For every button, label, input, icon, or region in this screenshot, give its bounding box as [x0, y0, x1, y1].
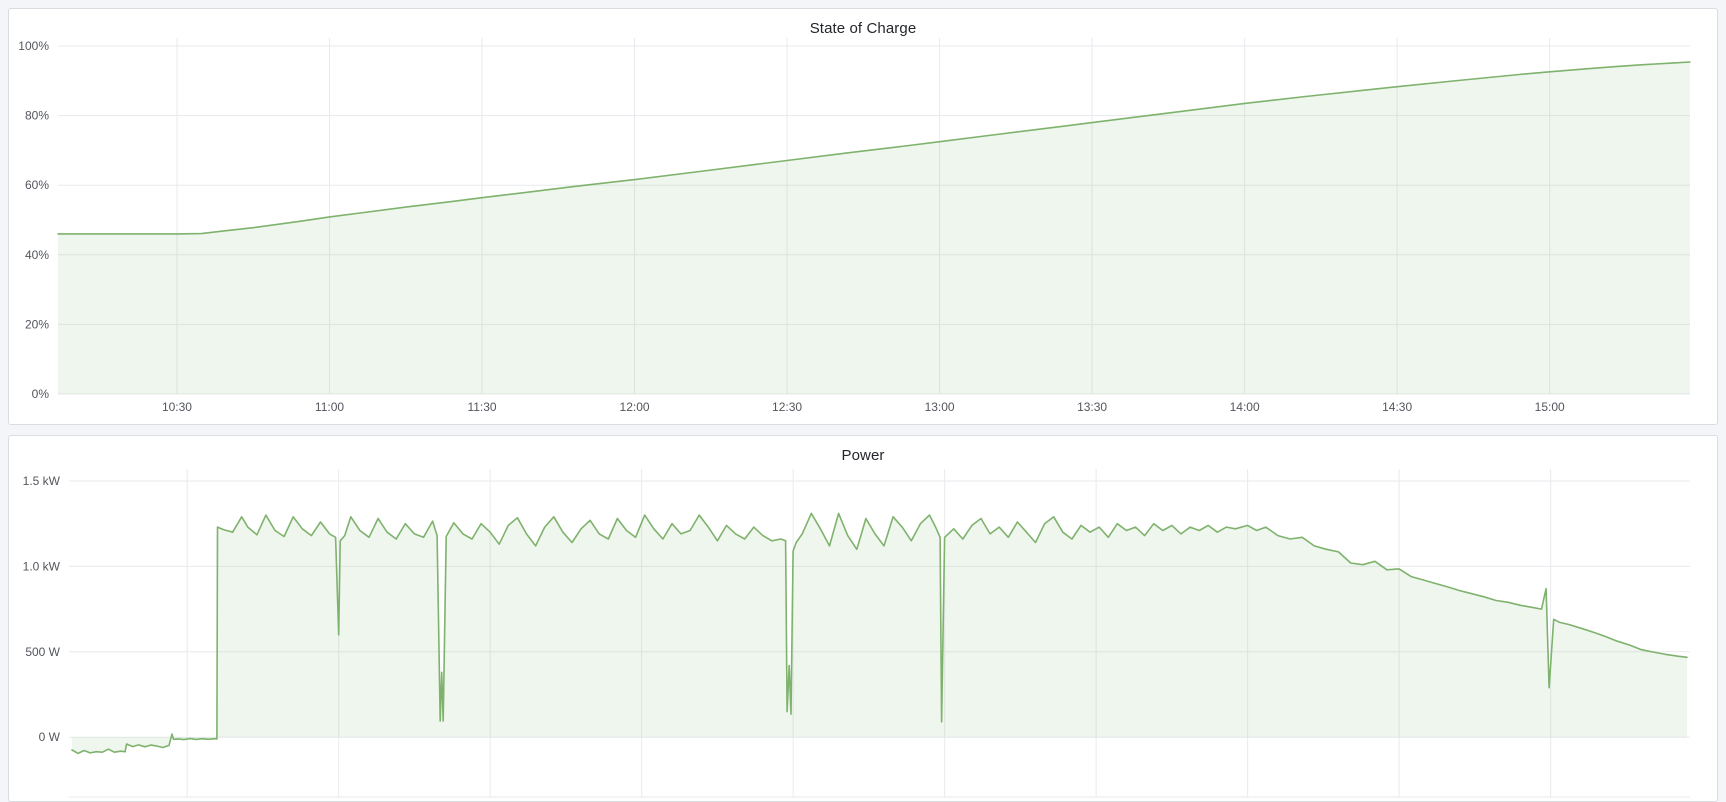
- x-tick-label: 11:00: [315, 400, 344, 414]
- x-tick-label: 14:00: [1230, 400, 1260, 414]
- y-tick-label: 40%: [25, 248, 49, 262]
- series-line: [57, 61, 1691, 235]
- soc-chart-canvas[interactable]: 0% 20% 40% 60% 80% 100% 10:30 11:00 11:30 12:00 12…: [9, 9, 1717, 424]
- x-tick-label: 11:30: [467, 400, 496, 414]
- y-tick-label: 1.0 kW: [23, 559, 61, 573]
- y-tick-label: 100%: [18, 39, 49, 53]
- panel-power: Power 0 W 500 W 1.0 kW 1.5 kW: [8, 435, 1718, 802]
- x-tick-label: 12:00: [620, 400, 650, 414]
- y-tick-label: 60%: [25, 178, 49, 192]
- y-tick-label: 1.5 kW: [23, 474, 61, 488]
- panel-title: State of Charge: [809, 20, 917, 37]
- x-tick-label: 15:00: [1535, 400, 1565, 414]
- area-fill: [72, 513, 1687, 754]
- panel-title: Power: [841, 447, 885, 464]
- x-tick-label: 13:30: [1077, 400, 1107, 414]
- panel-state-of-charge: State of Charge 0% 20% 40% 60% 80% 100% 10:30 1…: [8, 8, 1718, 425]
- y-tick-label: 0 W: [39, 730, 61, 744]
- x-tick-label: 13:00: [925, 400, 955, 414]
- y-tick-label: 500 W: [25, 645, 60, 659]
- x-tick-label: 14:30: [1382, 400, 1412, 414]
- power-chart-canvas[interactable]: 0 W 500 W 1.0 kW 1.5 kW: [9, 436, 1717, 801]
- x-tick-label: 12:30: [772, 400, 802, 414]
- y-tick-label: 80%: [25, 109, 49, 123]
- series-line: [71, 512, 1688, 755]
- y-tick-label: 20%: [25, 317, 49, 331]
- x-tick-label: 10:30: [162, 400, 192, 414]
- y-tick-label: 0%: [32, 387, 50, 401]
- area-fill: [58, 62, 1690, 394]
